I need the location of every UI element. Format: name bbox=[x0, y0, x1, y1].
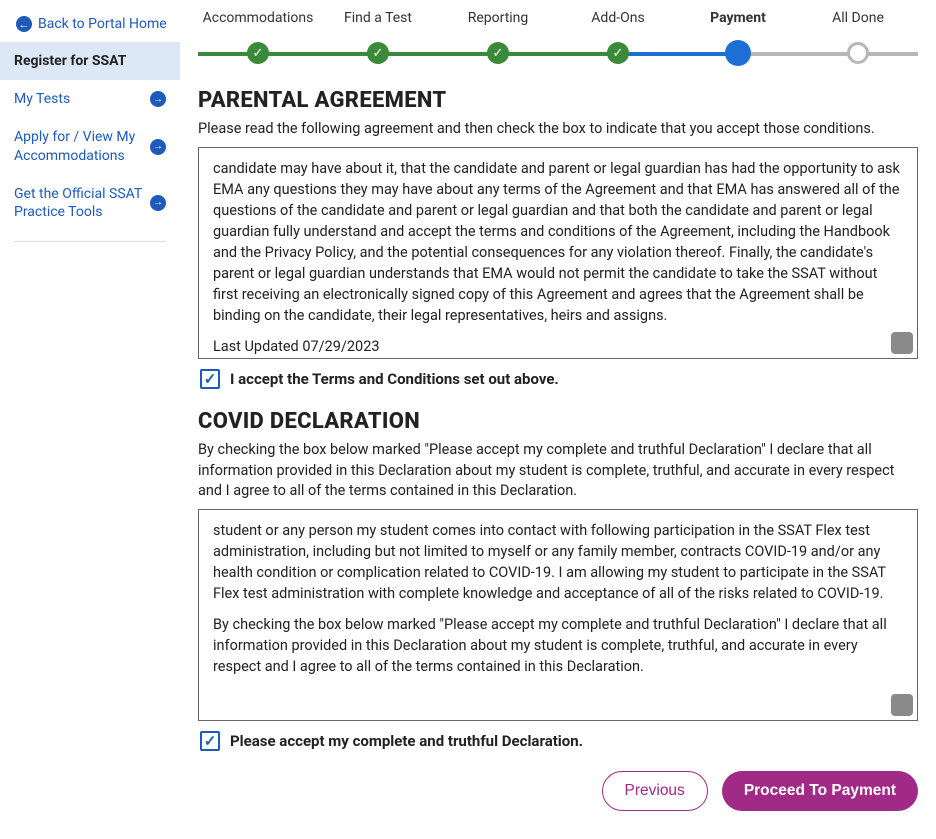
back-to-portal-link[interactable]: ← Back to Portal Home bbox=[0, 12, 180, 42]
step-payment[interactable]: Payment bbox=[678, 10, 798, 32]
covid-intro: By checking the box below marked "Please… bbox=[198, 440, 918, 501]
sidebar-item-label: Apply for / View My Accommodations bbox=[14, 128, 144, 164]
covid-title: COVID DECLARATION bbox=[198, 409, 918, 434]
resize-handle-icon[interactable] bbox=[891, 694, 913, 716]
stepper-track bbox=[198, 52, 918, 56]
track-segment bbox=[618, 52, 738, 56]
step-reporting[interactable]: Reporting ✓ bbox=[438, 10, 558, 32]
sidebar-item-label: My Tests bbox=[14, 90, 144, 108]
parental-accept-row: ✓ I accept the Terms and Conditions set … bbox=[200, 369, 918, 389]
sidebar-item-practice-tools[interactable]: Get the Official SSAT Practice Tools → bbox=[0, 175, 180, 231]
progress-stepper: Accommodations ✓ Find a Test ✓ Reporting… bbox=[198, 10, 918, 70]
check-circle-icon: ✓ bbox=[607, 42, 629, 64]
parental-body-text: candidate may have about it, that the ca… bbox=[213, 158, 903, 326]
covid-accept-label: Please accept my complete and truthful D… bbox=[230, 732, 583, 750]
main-content: Accommodations ✓ Find a Test ✓ Reporting… bbox=[180, 0, 936, 831]
covid-body-text-1: student or any person my student comes i… bbox=[213, 520, 903, 604]
arrow-right-icon: → bbox=[150, 195, 166, 211]
current-step-icon bbox=[725, 40, 751, 66]
step-label: Reporting bbox=[438, 10, 558, 32]
step-accommodations[interactable]: Accommodations ✓ bbox=[198, 10, 318, 32]
covid-declaration-box[interactable]: student or any person my student comes i… bbox=[198, 509, 918, 721]
sidebar-item-my-tests[interactable]: My Tests → bbox=[0, 80, 180, 118]
pending-step-icon bbox=[847, 42, 869, 64]
sidebar: ← Back to Portal Home Register for SSAT … bbox=[0, 0, 180, 831]
sidebar-item-label: Get the Official SSAT Practice Tools bbox=[14, 185, 144, 221]
check-circle-icon: ✓ bbox=[487, 42, 509, 64]
footer-buttons: Previous Proceed To Payment bbox=[198, 771, 918, 811]
check-circle-icon: ✓ bbox=[367, 42, 389, 64]
parental-agreement-box[interactable]: candidate may have about it, that the ca… bbox=[198, 147, 918, 359]
resize-handle-icon[interactable] bbox=[891, 332, 913, 354]
page-layout: ← Back to Portal Home Register for SSAT … bbox=[0, 0, 936, 831]
check-circle-icon: ✓ bbox=[247, 42, 269, 64]
covid-body-text-2: By checking the box below marked "Please… bbox=[213, 614, 903, 677]
step-label: Add-Ons bbox=[558, 10, 678, 32]
step-label: Find a Test bbox=[318, 10, 438, 32]
step-find-test[interactable]: Find a Test ✓ bbox=[318, 10, 438, 32]
sidebar-item-register[interactable]: Register for SSAT bbox=[0, 42, 180, 80]
covid-accept-checkbox[interactable]: ✓ bbox=[200, 731, 220, 751]
parental-accept-label: I accept the Terms and Conditions set ou… bbox=[230, 370, 559, 388]
proceed-to-payment-button[interactable]: Proceed To Payment bbox=[722, 771, 918, 811]
parental-intro: Please read the following agreement and … bbox=[198, 119, 918, 139]
track-segment bbox=[738, 52, 858, 56]
arrow-right-icon: → bbox=[150, 139, 166, 155]
sidebar-item-accommodations[interactable]: Apply for / View My Accommodations → bbox=[0, 118, 180, 174]
parental-accept-checkbox[interactable]: ✓ bbox=[200, 369, 220, 389]
track-segment bbox=[498, 52, 618, 56]
back-label: Back to Portal Home bbox=[38, 16, 167, 32]
step-label: Payment bbox=[678, 10, 798, 32]
parental-title: PARENTAL AGREEMENT bbox=[198, 88, 918, 113]
step-label: All Done bbox=[798, 10, 918, 32]
previous-button[interactable]: Previous bbox=[602, 771, 708, 811]
sidebar-divider bbox=[14, 241, 166, 242]
sidebar-item-label: Register for SSAT bbox=[14, 52, 166, 70]
track-segment bbox=[258, 52, 378, 56]
arrow-right-icon: → bbox=[150, 91, 166, 107]
parental-last-updated: Last Updated 07/29/2023 bbox=[213, 336, 903, 357]
arrow-left-icon: ← bbox=[16, 16, 32, 32]
step-add-ons[interactable]: Add-Ons ✓ bbox=[558, 10, 678, 32]
steps-row: Accommodations ✓ Find a Test ✓ Reporting… bbox=[198, 10, 918, 32]
step-label: Accommodations bbox=[198, 10, 318, 32]
covid-accept-row: ✓ Please accept my complete and truthful… bbox=[200, 731, 918, 751]
track-segment bbox=[378, 52, 498, 56]
step-all-done[interactable]: All Done bbox=[798, 10, 918, 32]
